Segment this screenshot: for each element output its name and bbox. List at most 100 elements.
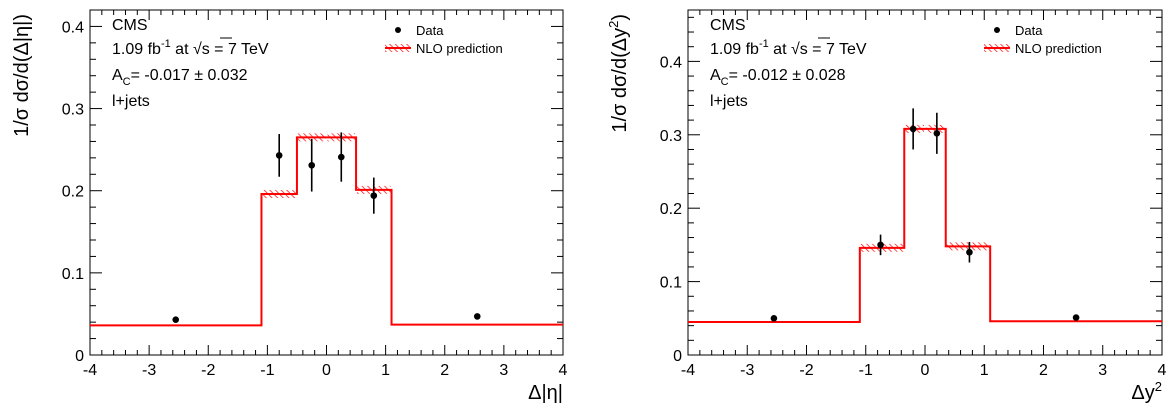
y-tick-label: 0 [673, 348, 682, 365]
x-axis-label-main: Δ|η| [528, 382, 563, 404]
x-tick-label: -1 [859, 362, 873, 379]
lumi-exponent: -1 [161, 38, 171, 50]
asymmetry-label: AC= -0.012 ± 0.028 [710, 67, 846, 88]
data-point [770, 314, 778, 322]
x-tick-label: 4 [1158, 362, 1167, 379]
data-point [275, 152, 283, 159]
y-axis-label: 1/σ dσ/d(Δ|η|) [11, 14, 33, 137]
legend: Data NLO prediction [984, 23, 1102, 56]
asymmetry-symbol: A [710, 67, 721, 84]
lumi-value: 1.09 fb [112, 41, 161, 58]
lumi-exponent: -1 [759, 38, 769, 50]
legend-data-marker [395, 27, 401, 33]
y-tick-label: 0.3 [660, 128, 682, 145]
channel-name: l+jets [710, 93, 748, 110]
y-axis-label-close: ) [609, 14, 631, 21]
legend-data-label: Data [1015, 23, 1043, 38]
y-tick-label: 0.3 [62, 102, 84, 119]
data-point [370, 192, 378, 199]
s-symbol: s [800, 41, 808, 58]
x-tick-label: 4 [559, 362, 568, 379]
data-point [473, 313, 481, 320]
y-tick-label: 0.1 [62, 266, 84, 283]
experiment-name: CMS [710, 17, 746, 34]
plot-frame [687, 9, 1163, 356]
prediction-step-line [90, 136, 563, 327]
asymmetry-value: = -0.017 ± 0.032 [131, 67, 248, 84]
x-tick-label: 0 [921, 362, 930, 379]
y-axis-label-sup: 2 [606, 21, 621, 28]
x-tick-label: -2 [799, 362, 813, 379]
data-point [966, 248, 973, 256]
sqrt-symbol: √ [791, 41, 800, 58]
data-point [308, 161, 316, 169]
legend-prediction-text: NLO prediction [1015, 41, 1102, 56]
y-tick-label: 0.2 [62, 184, 84, 201]
y-tick-label: 0 [75, 348, 84, 365]
prediction-step-line [688, 127, 1162, 323]
data-point [1072, 314, 1080, 321]
asymmetry-label: AC= -0.017 ± 0.032 [112, 67, 248, 88]
experiment-label: CMS [710, 17, 746, 34]
lumi-at: at [171, 41, 193, 58]
x-tick-label: -2 [201, 362, 215, 379]
x-tick-label: -1 [260, 362, 274, 379]
x-tick-label: -4 [83, 362, 97, 379]
x-axis-label-main: Δy [1131, 382, 1154, 404]
channel-name: l+jets [112, 93, 150, 110]
y-tick-label: 0.4 [660, 54, 682, 71]
data-point [909, 125, 917, 133]
legend-prediction-label: NLO prediction [1015, 41, 1102, 56]
luminosity-label: 1.09 fb-1 at √s = 7 TeV [710, 38, 867, 58]
chart-panel-1: -4 -3 -2 -1 0 1 2 3 4 0 0.1 0.2 0.3 0.4 Δ|η| 1/σ dσ/d(Δ… [11, 9, 568, 404]
energy-value: = 7 TeV [808, 41, 867, 58]
y-tick-label: 0.4 [62, 19, 84, 36]
asymmetry-value: = -0.012 ± 0.028 [729, 67, 846, 84]
x-tick-label: -4 [681, 362, 695, 379]
x-tick-label: 2 [1039, 362, 1048, 379]
legend-data-text: Data [416, 23, 444, 38]
asymmetry-symbol: A [112, 67, 123, 84]
x-tick-label: 2 [440, 362, 449, 379]
legend-prediction-label: NLO prediction [416, 41, 503, 56]
x-tick-label: 1 [381, 362, 390, 379]
asymmetry-subscript: C [721, 76, 729, 88]
luminosity-label: 1.09 fb-1 at √s = 7 TeV [112, 38, 269, 58]
lumi-at: at [769, 41, 791, 58]
y-axis-label: 1/σ dσ/d(Δy2) [606, 14, 631, 133]
data-point [172, 316, 180, 323]
y-axis-label-main: 1/σ dσ/d(Δ|η|) [11, 14, 33, 137]
y-axis-label-main: 1/σ dσ/d(Δy [609, 28, 631, 133]
x-tick-label: 0 [322, 362, 331, 379]
data-point [877, 241, 884, 249]
legend-data-label: Data [416, 23, 444, 38]
data-point [337, 153, 345, 161]
x-tick-label: 3 [499, 362, 508, 379]
energy-value: = 7 TeV [210, 41, 269, 58]
experiment-label: CMS [112, 17, 148, 34]
legend-prediction-text: NLO prediction [416, 41, 503, 56]
x-axis-label-sup: 2 [1155, 379, 1162, 394]
y-tick-label: 0.1 [660, 275, 682, 292]
data-point [933, 130, 941, 137]
legend: Data NLO prediction [385, 23, 503, 56]
s-symbol: s [202, 41, 210, 58]
sqrt-symbol: √ [193, 41, 202, 58]
x-tick-label: 1 [980, 362, 989, 379]
channel-label: l+jets [710, 93, 748, 110]
asymmetry-subscript: C [123, 76, 131, 88]
experiment-name: CMS [112, 17, 148, 34]
x-axis-label: Δy2 [1131, 379, 1162, 404]
legend-data-text: Data [1015, 23, 1043, 38]
y-tick-label: 0.2 [660, 201, 682, 218]
x-tick-label: -3 [142, 362, 156, 379]
plot-frame [89, 9, 564, 356]
x-axis-label: Δ|η| [528, 382, 563, 404]
x-tick-label: -3 [740, 362, 754, 379]
x-tick-label: 3 [1098, 362, 1107, 379]
channel-label: l+jets [112, 93, 150, 110]
legend-data-marker [994, 27, 1000, 33]
